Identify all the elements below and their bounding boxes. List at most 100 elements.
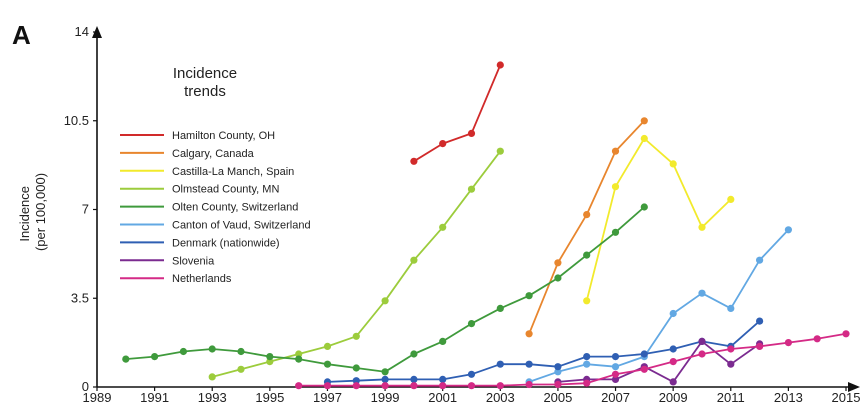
data-point (669, 160, 677, 168)
legend: Incidence trends Hamilton County, OH Calg… (120, 65, 311, 285)
data-point (756, 317, 764, 325)
data-point (496, 147, 504, 155)
y-tick-label: 7 (82, 202, 89, 217)
series-1 (410, 61, 504, 165)
data-point (611, 353, 620, 361)
data-point (352, 377, 360, 385)
data-point (698, 350, 706, 358)
data-point (727, 360, 735, 368)
data-point (122, 355, 130, 363)
x-tick-label: 1993 (198, 390, 227, 405)
x-tick-label: 2007 (601, 390, 630, 405)
data-point (669, 345, 677, 353)
data-point (467, 370, 476, 378)
data-point (410, 350, 418, 358)
data-point (237, 347, 245, 356)
legend-item: Olten County, Switzerland (120, 202, 298, 214)
data-point (583, 297, 591, 305)
data-point (266, 358, 274, 366)
legend-label: Slovenia (172, 255, 215, 267)
series-line (557, 340, 761, 383)
data-point (756, 256, 764, 264)
y-ticks: 0 3.5 7 10.5 14 (64, 24, 97, 394)
x-ticks: 1989 1991 1993 1995 1997 1999 2001 2003 2005 2007… (83, 387, 860, 405)
legend-item: Denmark (nationwide) (120, 237, 280, 249)
series-line (585, 137, 732, 302)
data-point (295, 355, 303, 363)
data-point (237, 365, 245, 373)
legend-item: Canton of Vaud, Switzerland (120, 220, 311, 232)
legend-label: Hamilton County, OH (172, 130, 275, 142)
data-point (669, 309, 677, 318)
data-point (410, 256, 418, 264)
x-axis-arrow (848, 382, 860, 392)
legend-title-line-1: Incidence (173, 65, 237, 82)
data-point (266, 353, 274, 361)
data-point (439, 337, 447, 345)
data-point (554, 274, 562, 282)
series-2 (525, 117, 648, 338)
legend-label: Olmstead County, MN (172, 184, 279, 196)
data-point (352, 364, 360, 372)
data-point (323, 382, 332, 390)
data-point (784, 339, 793, 347)
data-point (410, 375, 418, 383)
data-point (583, 379, 591, 387)
y-tick-label: 10.5 (64, 113, 89, 128)
series-line (327, 320, 761, 383)
data-point (323, 360, 332, 368)
series-line (298, 332, 847, 387)
series-line (528, 229, 790, 383)
x-tick-label: 2001 (428, 390, 457, 405)
data-point (583, 251, 591, 259)
y-tick-label: 3.5 (71, 290, 89, 305)
y-axis-label-line-1: Incidence (17, 186, 32, 242)
legend-item: Calgary, Canada (120, 148, 255, 160)
data-point (640, 134, 648, 143)
x-tick-label: 2005 (543, 390, 572, 405)
x-tick-label: 2011 (717, 390, 745, 405)
data-point (381, 297, 389, 305)
data-point (525, 360, 533, 368)
x-tick-label: 1989 (83, 390, 112, 405)
y-tick-label: 14 (75, 24, 89, 39)
legend-label: Netherlands (172, 273, 232, 285)
data-point (698, 223, 706, 231)
data-point (208, 373, 216, 381)
data-point (554, 368, 562, 376)
data-point (381, 382, 389, 390)
data-point (323, 342, 332, 350)
data-point (727, 345, 735, 353)
data-point (410, 157, 418, 165)
data-point (439, 223, 447, 231)
data-point (467, 320, 476, 328)
series-line (413, 64, 502, 163)
data-point (611, 375, 620, 383)
x-tick-label: 1991 (140, 390, 169, 405)
legend-item: Hamilton County, OH (120, 130, 275, 142)
data-point (756, 342, 764, 350)
legend-item: Olmstead County, MN (120, 184, 279, 196)
data-point (352, 332, 360, 340)
data-point (640, 350, 648, 358)
data-point (727, 304, 735, 312)
legend-label: Castilla-La Manch, Spain (172, 166, 294, 178)
legend-item: Castilla-La Manch, Spain (120, 166, 294, 178)
y-axis-label: Incidence (per 100,000) (17, 173, 48, 251)
data-point (467, 129, 476, 137)
series-5 (122, 203, 648, 376)
data-point (467, 382, 476, 390)
y-tick-label: 0 (82, 379, 89, 394)
data-point (842, 330, 850, 338)
data-point (151, 353, 159, 361)
series-4 (208, 147, 504, 381)
legend-item: Slovenia (120, 255, 215, 267)
data-point (640, 203, 648, 211)
series-group (122, 61, 850, 390)
x-tick-label: 1997 (313, 390, 342, 405)
series-line (125, 206, 645, 373)
data-point (813, 335, 821, 343)
panel-label: A (12, 20, 31, 50)
data-point (381, 375, 389, 383)
